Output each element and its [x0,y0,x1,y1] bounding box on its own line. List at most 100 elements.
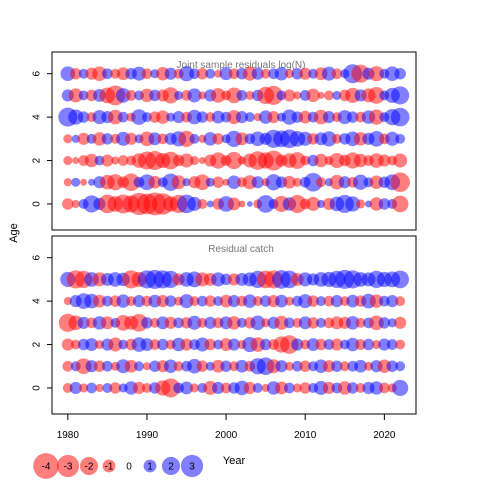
legend-bubble [161,456,181,476]
legend-bubble [143,459,157,473]
residual-bubble [355,339,366,350]
residual-bubble [274,66,289,81]
residual-bubble [204,295,216,307]
residual-bubble [362,338,375,351]
residual-bubble [178,66,195,82]
residual-bubble [189,68,200,80]
residual-bubble [236,317,247,328]
residual-bubble [391,195,409,213]
panel-title: Joint sample residuals log(N) [177,60,306,71]
residual-bubble [299,382,311,394]
residual-bubble [107,109,123,125]
residual-bubble [220,360,232,372]
residual-bubble [212,176,224,188]
residual-bubble [275,381,288,395]
residual-bubble [142,362,152,371]
residual-bubble [102,68,113,80]
residual-bubble [330,338,343,351]
residual-bubble [132,66,147,81]
residual-bubble [71,199,80,209]
residual-bubble [299,360,311,372]
residual-bubble [196,295,208,307]
residual-bubble [115,88,131,103]
legend-label: 1 [147,462,153,473]
residual-bubble [196,360,209,372]
residual-bubble [173,317,184,329]
x-axis: 1980 1990 2000 2010 2020 [57,413,396,441]
residual-bubble [172,111,185,124]
residual-bubble [117,155,129,166]
residual-bubble [385,131,400,146]
residual-bubble [317,91,325,99]
residual-bubble [298,110,312,124]
residual-bubble [284,317,295,329]
residual-bubble [134,361,145,372]
residual-bubble [198,157,206,165]
residual-bubble [62,198,74,210]
residual-bubble [338,176,351,189]
residual-bubble [391,86,410,105]
residual-bubble [316,296,327,307]
residual-bubble [124,359,138,373]
residual-bubble [227,175,241,189]
residual-bubble [71,177,81,187]
residual-bubble [219,67,233,81]
residual-bubble [111,156,120,165]
residual-bubble [204,316,217,329]
residual-bubble [212,381,225,395]
residual-bubble [189,296,200,307]
residual-bubble [132,295,146,308]
residual-bubble [63,178,72,187]
legend-label: 2 [168,462,174,473]
residual-bubble [284,69,294,79]
residual-bubble [180,338,193,351]
residual-bubble [260,68,271,79]
residual-bubble [292,177,302,187]
residual-bubble [63,297,72,306]
residual-bubble [303,172,323,192]
residual-bubble [256,195,275,213]
legend-bubble [180,454,204,478]
legend-bubble [56,454,80,478]
residual-bubble [345,196,361,212]
residual-bubble [204,338,216,351]
residual-bubble [156,295,169,308]
residual-bubble [355,317,366,328]
residual-bubble [292,383,302,393]
residual-bubble [164,295,177,307]
residual-bubble [323,90,334,101]
residual-bubble [189,383,199,393]
residual-bubble [288,194,307,214]
residual-bubble [117,111,129,123]
bubbles [58,269,410,398]
residual-bubble [235,359,249,373]
residual-bubble [293,91,302,100]
residual-bubble [149,339,161,350]
residual-bubble [109,382,122,394]
residual-bubble [368,87,385,104]
x-tick-label: 2000 [215,430,238,441]
residual-bubble [88,178,96,186]
residual-bubble [322,111,336,124]
residual-bubble [125,90,137,101]
residual-bubble [196,67,209,80]
residual-bubble [378,317,391,329]
residual-bubble [368,66,385,82]
residual-bubble [316,177,327,188]
residual-bubble [299,67,312,80]
residual-bubble [275,360,288,373]
legend-bubble [33,453,59,479]
residual-bubble [395,361,406,372]
residual-bubble [77,111,90,123]
y-tick-label: 0 [32,385,43,391]
legend-label: -1 [105,462,114,473]
residual-bubble [354,359,368,373]
y-tick-label: 0 [32,201,43,207]
residual-bubble [206,200,214,208]
residual-bubble [95,383,104,393]
x-tick-label: 2020 [373,430,396,441]
residual-bubble [174,90,184,100]
residual-bubble [291,338,304,351]
residual-bubble [62,360,74,372]
residual-bubble [390,172,410,192]
